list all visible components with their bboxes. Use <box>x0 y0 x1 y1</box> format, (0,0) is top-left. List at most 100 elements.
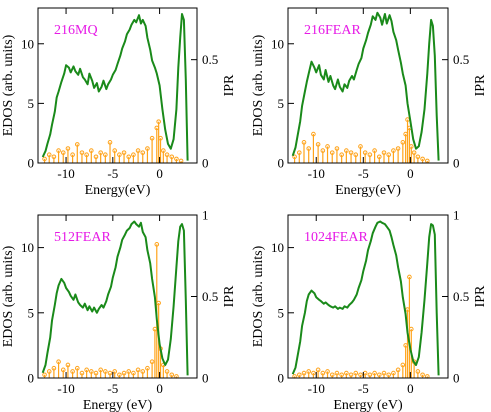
panel-512fear-ipr-point <box>84 367 89 373</box>
panel-1024fear-ipr-point <box>400 362 406 368</box>
panel-216fear-ipr-point <box>296 150 302 155</box>
panel-216mq-y-axis-label: EDOS (arb. units) <box>1 34 16 136</box>
panel-1024fear-y-tick-label: 0 <box>278 371 285 386</box>
panel-512fear-ipr-point <box>107 370 113 376</box>
panel-1024fear-ipr-point <box>386 372 392 378</box>
panel-1024fear-ipr-point <box>334 370 340 376</box>
panel-512fear-ipr-point <box>70 369 75 374</box>
panel-216fear-y-tick-label: 10 <box>271 36 284 51</box>
panel-216fear-ipr-point <box>311 131 316 137</box>
panel-216fear-ipr-point <box>315 142 321 147</box>
panel-512fear-ipr-point <box>140 369 146 374</box>
panel-512fear-ipr-point <box>112 369 117 374</box>
panel-216fear-ipr-point <box>344 148 349 153</box>
panel-216fear-ipr-point <box>408 144 414 149</box>
panel-216mq-title: 216MQ <box>54 23 98 38</box>
panel-1024fear-ipr-point <box>329 372 335 378</box>
panel-216mq-x-tick-label: -5 <box>107 166 118 181</box>
panel-1024fear-x-axis-label: Energy (eV) <box>333 398 403 412</box>
panel-216mq-ipr-point <box>74 142 80 147</box>
panel-216fear-y-axis-label: EDOS (arb. units) <box>251 34 266 136</box>
panel-216fear-ipr-point <box>367 152 373 158</box>
panel-216mq-ipr-point <box>121 150 127 155</box>
panel-512fear-y-tick-label: 5 <box>28 305 35 320</box>
panel-216mq-y-tick-label: 0 <box>28 156 35 171</box>
panel-512fear-y2-tick-label: 0 <box>202 371 209 386</box>
panel-1024fear-ipr-point <box>372 370 377 376</box>
panel-1024fear-ipr-point <box>325 369 330 374</box>
panel-216fear-ipr-point <box>306 146 312 151</box>
panel-216mq-ipr-point <box>93 154 99 160</box>
panel-216mq-ipr-point <box>131 152 136 158</box>
panel-512fear-ipr-point <box>169 372 175 378</box>
panel-216fear-edos-line <box>291 11 440 161</box>
panel-216mq-ipr-point <box>117 152 122 158</box>
panel-1024fear-ipr-point <box>306 369 312 374</box>
panel-216mq-edos-line <box>41 13 189 161</box>
panel-1024fear-ipr-point <box>296 372 302 378</box>
panel-512fear-ipr-point <box>74 365 80 371</box>
panel-216fear-y2-axis-label: IPR <box>473 74 488 96</box>
panel-216mq-ipr-point <box>140 150 146 155</box>
panel-216mq-ipr-point <box>46 152 52 158</box>
panel-216mq-ipr-point <box>158 135 163 141</box>
panel-216fear-x-tick-label: -10 <box>308 166 325 181</box>
panel-1024fear-edos-line <box>291 220 440 376</box>
panel-216fear-y2-tick-label: 0 <box>453 156 460 171</box>
panel-216mq-x-tick-label: 0 <box>156 166 163 181</box>
panel-216fear-x-tick-label: -5 <box>358 166 369 181</box>
panel-512fear-ipr-point <box>135 367 141 373</box>
panel-1024fear-y-tick-label: 5 <box>278 305 285 320</box>
panel-512fear-ipr-point <box>103 369 108 374</box>
panel-216fear-ipr-point <box>391 148 396 153</box>
panel-216fear-ipr-point <box>415 154 421 160</box>
panel-1024fear-ipr-point <box>391 370 396 376</box>
panel-216fear-ipr-point <box>376 154 382 160</box>
panel-216mq-ipr-point <box>164 152 170 158</box>
panel-216fear-title: 216FEAR <box>304 23 361 38</box>
panel-512fear-ipr-point <box>145 365 150 371</box>
panel-216mq-ipr-point <box>79 150 85 155</box>
panel-1024fear-ipr-point <box>415 369 421 374</box>
panel-216mq-ipr-point <box>126 154 132 160</box>
panel-1024fear-ipr-point <box>348 372 354 378</box>
panel-1024fear-ipr-point <box>381 370 387 376</box>
panel-216fear-ipr-point <box>411 150 417 155</box>
panel-512fear-ipr-point <box>154 242 160 247</box>
panel-1024fear-x-tick-label: 0 <box>407 381 414 396</box>
panel-216mq-ipr-point <box>107 140 113 145</box>
panel-512fear-y2-tick-label: 0.5 <box>202 289 218 304</box>
panel-216mq-y-tick-label: 10 <box>21 36 34 51</box>
panel-1024fear-ipr-point <box>395 367 401 373</box>
panel-512fear-ipr-point <box>51 365 57 371</box>
panel-216mq-ipr-point <box>169 154 175 160</box>
panel-216mq-ipr-point <box>161 148 166 153</box>
panel-216fear-y-tick-label: 5 <box>278 96 285 111</box>
panel-216mq-ipr-point <box>51 154 57 160</box>
panel-512fear-x-tick-label: -5 <box>107 381 118 396</box>
panel-512fear-ipr-point <box>156 300 161 306</box>
panel-216fear-ipr-point <box>381 150 387 155</box>
panel-512fear-ipr-point <box>89 369 94 374</box>
panel-216fear-ipr-point <box>420 156 425 162</box>
panel-216fear-ipr-point <box>329 150 335 155</box>
panel-216fear-ipr-point <box>348 150 354 155</box>
panel-216fear-ipr-point <box>395 146 401 151</box>
panel-512fear-ipr-point <box>56 359 61 365</box>
panel-216fear-x-tick-label: 0 <box>407 166 414 181</box>
panel-512fear-y-tick-label: 0 <box>28 371 35 386</box>
panel-216fear-ipr-point <box>386 152 392 158</box>
panel-216mq-ipr-point <box>149 135 155 141</box>
panel-216fear-ipr-point <box>362 150 368 155</box>
panel-512fear-ipr-point <box>117 372 122 378</box>
panel-1024fear-y2-axis-label: IPR <box>473 285 488 307</box>
panel-512fear-y2-tick-label: 1 <box>202 208 209 223</box>
panel-216mq-ipr-point <box>98 150 103 155</box>
panel-1024fear-y-axis-label: EDOS (arb. units) <box>251 245 266 347</box>
panel-1024fear-ipr-point <box>315 367 321 373</box>
panel-216mq-x-tick-label: -10 <box>57 166 74 181</box>
panel-1024fear-ipr-point <box>367 372 373 378</box>
panel-216fear-ipr-point <box>372 148 377 153</box>
panel-216mq-ipr-point <box>56 148 61 153</box>
